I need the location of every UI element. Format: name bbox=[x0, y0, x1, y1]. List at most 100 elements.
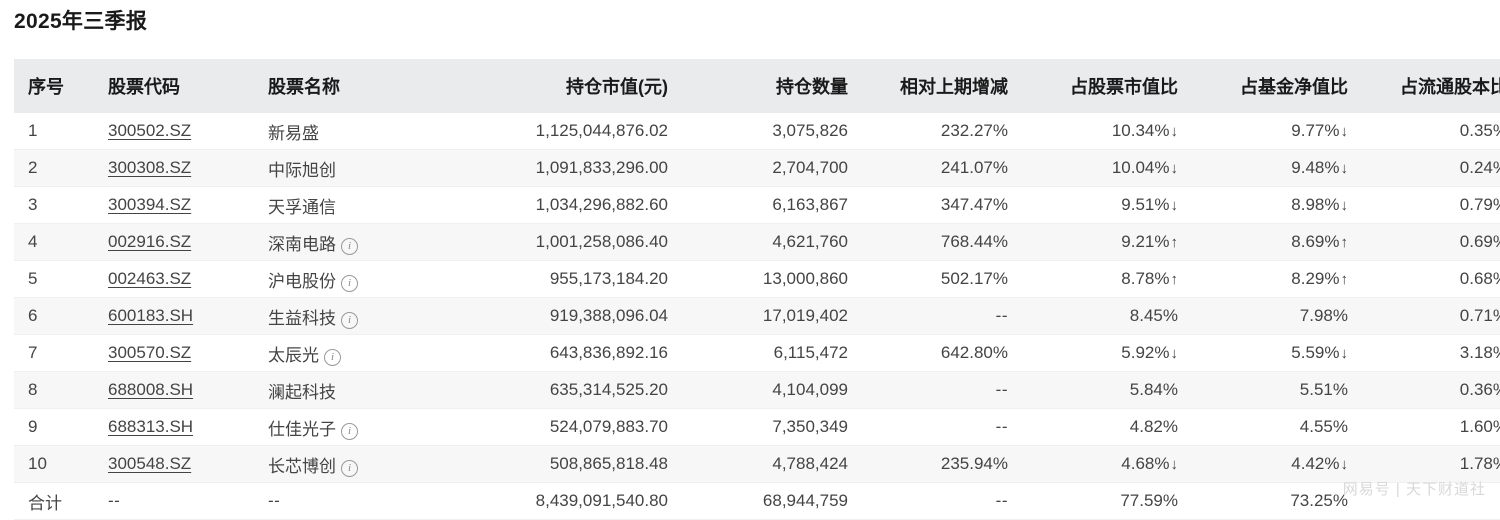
cell-market-pct-value: 8.78% bbox=[1121, 269, 1170, 288]
info-icon[interactable]: i bbox=[341, 422, 358, 440]
cell-change: -- bbox=[858, 371, 1018, 409]
cell-change: 235.94% bbox=[858, 445, 1018, 483]
cell-stock-name: 天孚通信 bbox=[258, 186, 448, 224]
cell-quantity: 6,115,472 bbox=[678, 334, 858, 372]
stock-code-link[interactable]: 300548.SZ bbox=[108, 454, 192, 473]
table-header: 序号 股票代码 股票名称 持仓市值(元) 持仓数量 相对上期增减 占股票市值比 … bbox=[14, 59, 1500, 113]
cell-market-value: 643,836,892.16 bbox=[448, 334, 678, 372]
cell-change: 642.80% bbox=[858, 334, 1018, 372]
cell-market-pct-value: 5.84% bbox=[1129, 380, 1178, 399]
arrow-down-icon: ↓ bbox=[1170, 345, 1179, 362]
table-body: 1 300502.SZ 新易盛 1,125,044,876.02 3,075,826 23… bbox=[14, 113, 1500, 520]
cell-nav-pct-value: 8.98% bbox=[1291, 195, 1340, 214]
info-icon[interactable]: i bbox=[341, 459, 358, 477]
stock-name-text: 中际旭创 bbox=[268, 160, 336, 180]
stock-code-link[interactable]: 600183.SH bbox=[108, 306, 194, 325]
stock-code-link[interactable]: 002916.SZ bbox=[108, 232, 192, 251]
cell-nav-pct-value: 4.55% bbox=[1299, 417, 1348, 436]
cell-stock-code: 300570.SZ bbox=[98, 334, 258, 372]
cell-nav-pct-value: 5.51% bbox=[1299, 380, 1348, 399]
cell-market-pct: 4.68%↓ bbox=[1018, 445, 1188, 483]
cell-stock-name: 中际旭创 bbox=[258, 149, 448, 187]
table-row: 6 600183.SH 生益科技 i 919,388,096.04 17,019,402-… bbox=[14, 297, 1500, 335]
stock-code-link[interactable]: 002463.SZ bbox=[108, 269, 192, 288]
cell-market-pct: 9.21%↑ bbox=[1018, 223, 1188, 261]
cell-market-value: 635,314,525.20 bbox=[448, 371, 678, 409]
cell-stock-code: 600183.SH bbox=[98, 297, 258, 335]
cell-index: 5 bbox=[14, 260, 98, 298]
cell-market-pct: 8.45% bbox=[1018, 297, 1188, 335]
cell-market-pct: 10.04%↓ bbox=[1018, 149, 1188, 187]
cell-change: -- bbox=[858, 408, 1018, 446]
stock-name-text: 仕佳光子 bbox=[268, 419, 336, 439]
cell-total-market-value: 8,439,091,540.80 bbox=[448, 482, 678, 520]
cell-nav-pct: 5.51% bbox=[1188, 371, 1358, 409]
table-header-row: 序号 股票代码 股票名称 持仓市值(元) 持仓数量 相对上期增减 占股票市值比 … bbox=[14, 59, 1500, 113]
info-icon[interactable]: i bbox=[341, 311, 358, 329]
stock-code-link[interactable]: 300502.SZ bbox=[108, 121, 192, 140]
cell-quantity: 13,000,860 bbox=[678, 260, 858, 298]
cell-index: 8 bbox=[14, 371, 98, 409]
cell-nav-pct: 4.42%↓ bbox=[1188, 445, 1358, 483]
stock-code-link[interactable]: 300570.SZ bbox=[108, 343, 192, 362]
cell-total-quantity: 68,944,759 bbox=[678, 482, 858, 520]
stock-name-text: 新易盛 bbox=[268, 123, 319, 143]
cell-market-value: 919,388,096.04 bbox=[448, 297, 678, 335]
stock-name-text: 太辰光 bbox=[268, 345, 319, 365]
cell-index: 9 bbox=[14, 408, 98, 446]
info-icon[interactable]: i bbox=[324, 348, 341, 366]
cell-float-pct: 0.35% bbox=[1358, 113, 1500, 150]
cell-float-pct: 1.78% bbox=[1358, 445, 1500, 483]
cell-market-pct: 10.34%↓ bbox=[1018, 113, 1188, 150]
column-header-nav-pct: 占基金净值比 bbox=[1188, 59, 1358, 113]
cell-stock-code: 300308.SZ bbox=[98, 149, 258, 187]
stock-code-link[interactable]: 688313.SH bbox=[108, 417, 194, 436]
cell-market-pct: 8.78%↑ bbox=[1018, 260, 1188, 298]
stock-name-text: 沪电股份 bbox=[268, 271, 336, 291]
table-total-row: 合计 -- -- 8,439,091,540.80 68,944,759 -- 77.59%… bbox=[14, 482, 1500, 520]
cell-market-pct: 5.92%↓ bbox=[1018, 334, 1188, 372]
table-row: 1 300502.SZ 新易盛 1,125,044,876.02 3,075,826 23… bbox=[14, 113, 1500, 150]
cell-quantity: 17,019,402 bbox=[678, 297, 858, 335]
cell-quantity: 7,350,349 bbox=[678, 408, 858, 446]
cell-index: 7 bbox=[14, 334, 98, 372]
cell-market-pct-value: 4.68% bbox=[1121, 454, 1170, 473]
cell-quantity: 4,621,760 bbox=[678, 223, 858, 261]
cell-index: 6 bbox=[14, 297, 98, 335]
cell-stock-code: 688313.SH bbox=[98, 408, 258, 446]
cell-market-pct-value: 9.51% bbox=[1121, 195, 1170, 214]
cell-stock-code: 300548.SZ bbox=[98, 445, 258, 483]
info-icon[interactable]: i bbox=[341, 274, 358, 292]
cell-market-pct-value: 9.21% bbox=[1121, 232, 1170, 251]
stock-name-text: 生益科技 bbox=[268, 308, 336, 328]
cell-index: 2 bbox=[14, 149, 98, 187]
column-header-float-pct: 占流通股本比 bbox=[1358, 59, 1500, 113]
cell-market-pct-value: 10.04% bbox=[1111, 158, 1170, 177]
stock-code-link[interactable]: 300308.SZ bbox=[108, 158, 192, 177]
cell-stock-code: 300502.SZ bbox=[98, 113, 258, 150]
holdings-table: 序号 股票代码 股票名称 持仓市值(元) 持仓数量 相对上期增减 占股票市值比 … bbox=[14, 59, 1500, 520]
column-header-market-value: 持仓市值(元) bbox=[448, 59, 678, 113]
cell-market-pct-value: 5.92% bbox=[1121, 343, 1170, 362]
cell-nav-pct-value: 9.77% bbox=[1291, 121, 1340, 140]
cell-quantity: 4,788,424 bbox=[678, 445, 858, 483]
cell-total-name: -- bbox=[258, 482, 448, 520]
table-row: 4 002916.SZ 深南电路 i 1,001,258,086.40 4,621,760… bbox=[14, 223, 1500, 261]
cell-nav-pct-value: 7.98% bbox=[1299, 306, 1348, 325]
column-header-stock-code: 股票代码 bbox=[98, 59, 258, 113]
cell-quantity: 2,704,700 bbox=[678, 149, 858, 187]
cell-nav-pct: 7.98% bbox=[1188, 297, 1358, 335]
column-header-market-pct: 占股票市值比 bbox=[1018, 59, 1188, 113]
arrow-up-icon: ↑ bbox=[1170, 234, 1179, 251]
cell-stock-name: 太辰光 i bbox=[258, 334, 448, 372]
arrow-up-icon: ↑ bbox=[1340, 234, 1349, 251]
cell-change: 347.47% bbox=[858, 186, 1018, 224]
cell-float-pct: 0.71% bbox=[1358, 297, 1500, 335]
stock-code-link[interactable]: 688008.SH bbox=[108, 380, 194, 399]
stock-name-text: 深南电路 bbox=[268, 234, 336, 254]
stock-code-link[interactable]: 300394.SZ bbox=[108, 195, 192, 214]
column-header-index: 序号 bbox=[14, 59, 98, 113]
cell-nav-pct-value: 4.42% bbox=[1291, 454, 1340, 473]
info-icon[interactable]: i bbox=[341, 237, 358, 255]
table-row: 7 300570.SZ 太辰光 i 643,836,892.16 6,115,472 642… bbox=[14, 334, 1500, 372]
